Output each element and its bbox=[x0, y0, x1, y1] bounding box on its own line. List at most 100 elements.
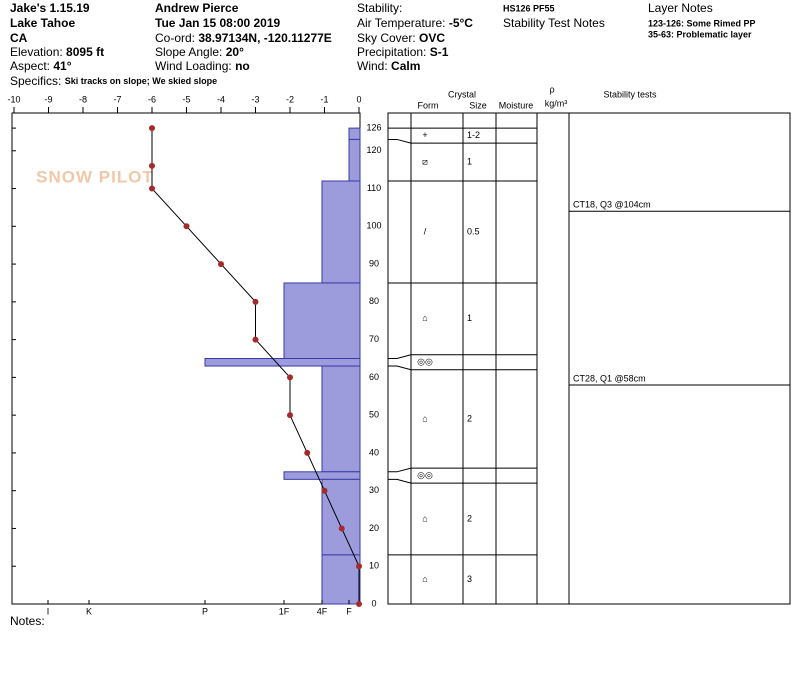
header-value: Andrew Pierce bbox=[155, 1, 239, 15]
hardness-label: K bbox=[86, 606, 92, 616]
watermark: SNOW PILOT bbox=[36, 167, 154, 186]
header-value: 41° bbox=[53, 59, 71, 73]
hardness-label: 4F bbox=[317, 606, 328, 616]
y-tick-label: 0 bbox=[371, 598, 376, 608]
header-line: Elevation: 8095 ft bbox=[10, 45, 104, 59]
header-line: Co-ord: 38.97134N, -120.11277E bbox=[155, 31, 332, 45]
summary: HS126 PF55 bbox=[503, 3, 555, 13]
header-line: Aspect: 41° bbox=[10, 59, 72, 73]
header-label: Elevation: bbox=[10, 45, 63, 59]
y-tick-label: 30 bbox=[369, 485, 379, 495]
header-value: Jake's 1.15.19 bbox=[10, 1, 90, 15]
x-tick-label: -7 bbox=[113, 94, 121, 104]
temperature-point bbox=[149, 125, 155, 132]
stability-notes-title: Stability Test Notes bbox=[503, 16, 605, 30]
header-value: 20° bbox=[226, 45, 244, 59]
crystal-size: 0.5 bbox=[467, 226, 480, 236]
col-density: kg/m³ bbox=[545, 98, 568, 108]
header-line: Tue Jan 15 08:00 2019 bbox=[155, 16, 281, 30]
crystal-form: ⌂ bbox=[422, 313, 427, 323]
crystal-size: 2 bbox=[467, 513, 472, 523]
header-value: Tue Jan 15 08:00 2019 bbox=[155, 16, 281, 30]
layer-notes-title: Layer Notes bbox=[648, 1, 713, 15]
x-tick-label: -5 bbox=[182, 94, 190, 104]
temperature-point bbox=[252, 298, 259, 305]
header-label: Slope Angle: bbox=[155, 45, 222, 59]
col-rho: ρ bbox=[549, 84, 554, 94]
header-line: Lake Tahoe bbox=[10, 16, 75, 30]
y-tick-label: 10 bbox=[369, 561, 379, 571]
crystal-form: ⌂ bbox=[422, 413, 427, 423]
crystal-form: + bbox=[422, 130, 427, 140]
crystal-form: ⌂ bbox=[422, 574, 427, 584]
specifics-label: Specifics: bbox=[10, 74, 61, 88]
y-tick-label: 60 bbox=[369, 372, 379, 382]
crystal-size: 2 bbox=[467, 413, 472, 423]
hardness-label: 1F bbox=[279, 606, 290, 616]
header-label: Stability: bbox=[357, 1, 402, 15]
layer-connector bbox=[388, 467, 412, 473]
hardness-bar bbox=[321, 180, 361, 284]
x-tick-label: -9 bbox=[44, 94, 52, 104]
y-tick-label: 80 bbox=[369, 296, 379, 306]
layer-connector bbox=[388, 354, 412, 359]
col-moisture: Moisture bbox=[499, 100, 534, 110]
x-tick-label: -1 bbox=[320, 94, 328, 104]
col-crystal: Crystal bbox=[448, 89, 476, 99]
temperature-point bbox=[338, 525, 345, 532]
stability-test: CT28, Q1 @58cm bbox=[573, 373, 646, 383]
specifics: Specifics: Ski tracks on slope; We skied… bbox=[10, 74, 217, 88]
crystal-size: 1 bbox=[467, 156, 472, 166]
header-label: Wind Loading: bbox=[155, 59, 232, 73]
layer-connector bbox=[388, 365, 412, 371]
header-line: Jake's 1.15.19 bbox=[10, 1, 90, 15]
temperature-line bbox=[151, 128, 360, 604]
x-tick-label: -8 bbox=[79, 94, 87, 104]
x-tick-label: -4 bbox=[217, 94, 225, 104]
crystal-form: ⧄ bbox=[422, 156, 428, 166]
header-value: OVC bbox=[419, 31, 445, 45]
x-tick-label: 0 bbox=[356, 94, 361, 104]
layer-note: 123-126: Some Rimed PP bbox=[648, 18, 756, 28]
header-value: -5°C bbox=[449, 16, 473, 30]
x-tick-label: -3 bbox=[251, 94, 259, 104]
temperature-point bbox=[287, 374, 293, 381]
header-value: 8095 ft bbox=[66, 45, 104, 59]
hardness-bar bbox=[204, 358, 361, 367]
header-value: CA bbox=[10, 31, 28, 45]
x-tick-label: -6 bbox=[148, 94, 156, 104]
header-value: Lake Tahoe bbox=[10, 16, 75, 30]
y-tick-label: 70 bbox=[369, 334, 379, 344]
crystal-size: 1-2 bbox=[467, 130, 480, 140]
y-tick-label: 120 bbox=[366, 145, 381, 155]
temperature-point bbox=[149, 162, 155, 169]
header-label: Air Temperature: bbox=[357, 16, 445, 30]
layer-connector bbox=[388, 138, 412, 144]
crystal-form: ⌂ bbox=[422, 513, 427, 523]
layer-connector bbox=[388, 478, 412, 484]
crystal-form: ◎◎ bbox=[417, 470, 433, 480]
header-line: Wind Loading: no bbox=[155, 59, 250, 73]
hardness-label: P bbox=[202, 606, 208, 616]
header-label: Sky Cover: bbox=[357, 31, 416, 45]
y-tick-label: 50 bbox=[369, 410, 379, 420]
y-tick-label: 110 bbox=[367, 183, 381, 193]
header-line: Sky Cover: OVC bbox=[357, 31, 445, 45]
header-label: Wind: bbox=[357, 59, 388, 73]
header-label: Precipitation: bbox=[357, 45, 426, 59]
temperature-point bbox=[356, 563, 362, 570]
hardness-label: F bbox=[346, 606, 352, 616]
specifics-value: Ski tracks on slope; We skied slope bbox=[65, 76, 217, 86]
y-tick-label: 126 bbox=[366, 122, 381, 132]
y-tick-label: 20 bbox=[369, 523, 379, 533]
hardness-bar bbox=[283, 282, 361, 360]
header-line: CA bbox=[10, 31, 28, 45]
hardness-label: I bbox=[47, 606, 50, 616]
col-stability: Stability tests bbox=[603, 89, 657, 99]
crystal-size: 3 bbox=[467, 574, 472, 584]
header-line: Andrew Pierce bbox=[155, 1, 239, 15]
y-tick-label: 90 bbox=[369, 258, 379, 268]
temperature-point bbox=[304, 449, 311, 456]
